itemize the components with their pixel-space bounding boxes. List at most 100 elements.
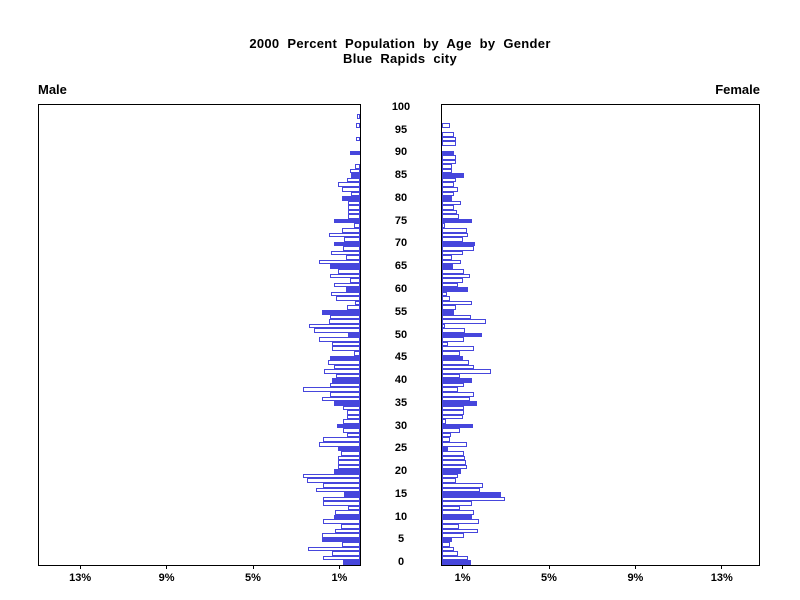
male-bar-age-80	[341, 196, 360, 201]
female-bar-age-46	[442, 350, 461, 356]
female-bar-age-31	[442, 419, 447, 424]
female-bar-age-51	[442, 328, 465, 333]
male-bar-age-24	[340, 451, 360, 456]
female-bar-age-11	[442, 510, 475, 515]
male-bar-age-53	[328, 319, 360, 324]
male-bar-age-35	[334, 401, 360, 406]
age-tick-label-55: 55	[394, 305, 408, 318]
male-bar-age-47	[331, 346, 360, 351]
female-bar-age-10	[442, 514, 473, 520]
female-bar-age-5	[442, 537, 452, 543]
male-bar-age-37	[329, 391, 360, 397]
female-bar-age-57	[442, 300, 473, 306]
female-bar-age-49	[442, 337, 464, 342]
male-bar-age-54	[329, 314, 360, 320]
male-bar-age-77	[348, 209, 360, 215]
female-bar-age-14	[442, 496, 505, 502]
female-bar-age-1	[442, 555, 468, 561]
male-bar-age-12	[348, 505, 360, 511]
age-tick-label-70: 70	[394, 237, 408, 250]
female-bar-age-54	[442, 314, 472, 320]
age-tick-label-40: 40	[394, 374, 408, 387]
male-bar-age-86	[350, 168, 360, 174]
female-bar-age-56	[442, 305, 457, 310]
female-bar-age-37	[442, 391, 475, 397]
female-bar-age-23	[442, 455, 465, 461]
female-bar-age-79	[442, 200, 462, 206]
male-bar-age-79	[348, 200, 360, 206]
female-bar-age-65	[442, 264, 453, 269]
male-bar-age-96	[355, 123, 360, 128]
female-bar-age-32	[442, 414, 463, 420]
female-bar-age-2	[442, 551, 459, 556]
female-bar-age-17	[442, 483, 484, 488]
x-tick-label-9%: 9%	[627, 572, 644, 584]
chart-title-line2: Blue Rapids city	[343, 51, 457, 66]
female-bar-age-42	[442, 369, 491, 374]
male-bar-age-38	[302, 387, 360, 392]
female-bar-age-28	[442, 432, 451, 438]
age-tick-label-30: 30	[394, 419, 408, 432]
age-tick-label-90: 90	[394, 146, 408, 159]
female-bar-age-16	[442, 487, 480, 493]
male-bar-age-7	[335, 528, 360, 534]
female-bar-age-18	[442, 478, 457, 484]
age-tick-label-85: 85	[394, 169, 408, 182]
male-bar-age-78	[348, 205, 360, 210]
female-bar-age-71	[442, 237, 463, 242]
female-bar-age-70	[442, 241, 476, 247]
female-bar-age-25	[442, 446, 449, 452]
age-tick-label-80: 80	[394, 191, 408, 204]
female-bar-age-38	[442, 387, 459, 392]
female-bar-age-45	[442, 355, 463, 361]
male-bar-age-39	[329, 382, 360, 388]
male-bar-age-48	[331, 341, 360, 347]
male-bar-age-74	[353, 223, 360, 228]
male-bar-age-64	[338, 268, 360, 274]
female-bar-age-84	[442, 177, 457, 183]
female-bar-age-92	[442, 141, 457, 146]
male-bar-age-13	[323, 501, 360, 506]
female-bar-age-13	[442, 501, 473, 506]
male-bar-age-1	[323, 555, 360, 561]
female-bar-age-69	[442, 246, 475, 251]
female-bar-age-60	[442, 287, 468, 292]
age-tick-label-0: 0	[397, 556, 405, 569]
female-bars-area	[442, 105, 759, 565]
age-tick-label-5: 5	[397, 533, 405, 546]
age-tick-label-15: 15	[394, 487, 408, 500]
x-tick-label-5%: 5%	[541, 572, 557, 584]
female-bar-age-34	[442, 405, 464, 411]
x-tick-mark-5%	[252, 565, 254, 569]
male-bar-age-76	[348, 214, 360, 219]
female-panel-label: Female	[715, 82, 760, 97]
age-tick-label-60: 60	[394, 282, 408, 295]
male-bar-age-90	[350, 150, 360, 156]
male-bar-age-60	[345, 287, 360, 292]
male-bar-age-21	[338, 464, 360, 470]
male-bar-age-68	[330, 250, 360, 256]
x-tick-label-13%: 13%	[710, 572, 733, 584]
female-bar-age-66	[442, 259, 462, 265]
chart-title: 2000 Percent Population by Age by Gender…	[0, 36, 800, 66]
male-bar-age-33	[347, 410, 360, 415]
male-bar-age-93	[355, 136, 360, 142]
female-bar-age-27	[442, 437, 450, 443]
male-bar-age-69	[342, 246, 360, 251]
male-bar-age-27	[323, 437, 360, 443]
female-bar-age-50	[442, 332, 482, 338]
age-tick-label-75: 75	[394, 214, 408, 227]
female-bar-age-48	[442, 341, 449, 347]
female-bar-age-30	[442, 423, 474, 429]
female-bar-age-96	[442, 123, 450, 128]
female-bar-age-82	[442, 187, 459, 192]
female-bar-age-64	[442, 268, 464, 274]
female-bar-age-62	[442, 278, 463, 283]
female-bar-age-76	[442, 214, 460, 219]
male-bar-age-46	[353, 350, 360, 356]
x-tick-mark-9%	[634, 565, 636, 569]
female-bar-age-85	[442, 173, 464, 178]
female-bar-age-26	[442, 442, 467, 447]
female-bar-age-52	[442, 323, 446, 329]
female-bar-age-7	[442, 528, 478, 534]
